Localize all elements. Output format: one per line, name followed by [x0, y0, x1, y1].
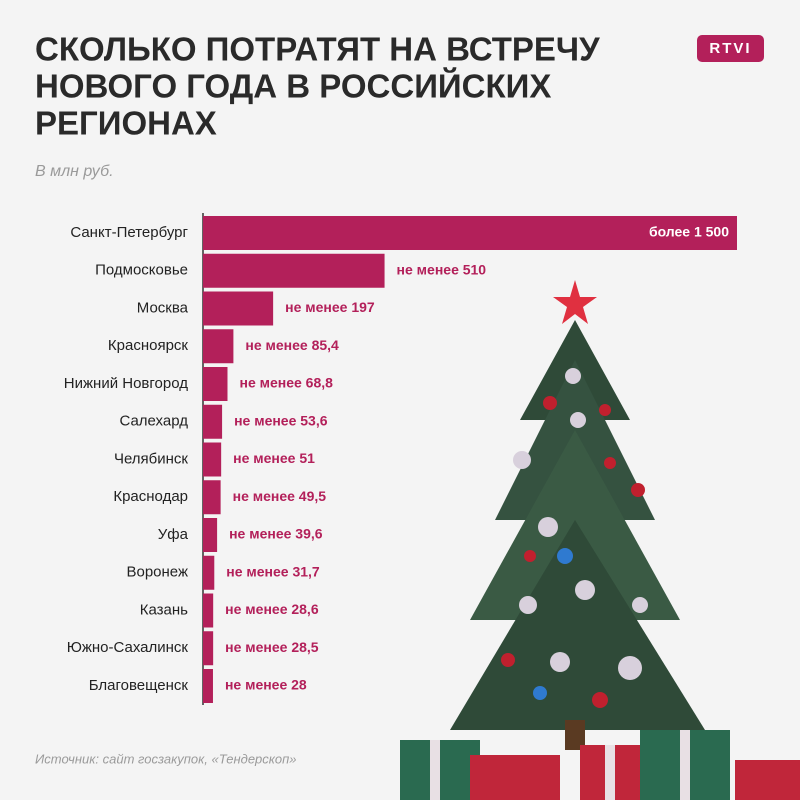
bar [203, 329, 234, 364]
bar [203, 404, 223, 439]
category-label: Нижний Новгород [64, 375, 188, 392]
category-label: Благовещенск [89, 677, 189, 694]
value-label: не менее 68,8 [239, 375, 333, 391]
category-label: Москва [137, 299, 189, 316]
bar [203, 253, 385, 288]
chart-title: СКОЛЬКО ПОТРАТЯТ НА ВСТРЕЧУ [35, 31, 600, 68]
value-label: не менее 39,6 [229, 526, 323, 542]
value-label: не менее 53,6 [234, 412, 328, 428]
bar [203, 555, 215, 590]
category-label: Челябинск [114, 450, 188, 467]
value-label: не менее 28,5 [225, 639, 319, 655]
value-label: более 1 500 [649, 224, 729, 240]
logo: RTVI [709, 40, 751, 57]
category-label: Салехард [119, 413, 188, 430]
category-label: Воронеж [126, 564, 188, 581]
category-label: Южно-Сахалинск [67, 639, 189, 656]
bar [203, 669, 213, 703]
category-label: Уфа [158, 526, 189, 543]
category-label: Санкт-Петербург [70, 224, 188, 241]
bar [203, 593, 214, 628]
christmas-tree [450, 280, 705, 750]
value-label: не менее 28 [225, 677, 307, 693]
logo-badge [697, 35, 764, 62]
value-label: не менее 31,7 [226, 563, 320, 579]
chart-title: РЕГИОНАХ [35, 105, 217, 142]
value-label: не менее 197 [285, 299, 375, 315]
chart-title: НОВОГО ГОДА В РОССИЙСКИХ [35, 67, 551, 105]
value-label: не менее 28,6 [225, 601, 319, 617]
source: Источник: сайт госзакупок, «Тендерскоп» [35, 751, 297, 766]
bar [203, 291, 274, 326]
category-label: Казань [140, 601, 188, 618]
category-label: Красноярск [108, 337, 189, 354]
value-label: не менее 49,5 [233, 488, 327, 504]
value-label: не менее 510 [397, 261, 487, 277]
category-label: Краснодар [113, 488, 188, 505]
category-label: Подмосковье [95, 262, 188, 279]
bar [203, 480, 221, 515]
bar [203, 631, 214, 666]
bar [203, 216, 737, 250]
value-label: не менее 51 [233, 450, 315, 466]
bar [203, 367, 228, 401]
subtitle: В млн руб. [35, 163, 114, 180]
bar [203, 518, 218, 552]
value-label: не менее 85,4 [245, 337, 339, 353]
bar [203, 442, 222, 477]
gift-boxes [400, 730, 800, 800]
